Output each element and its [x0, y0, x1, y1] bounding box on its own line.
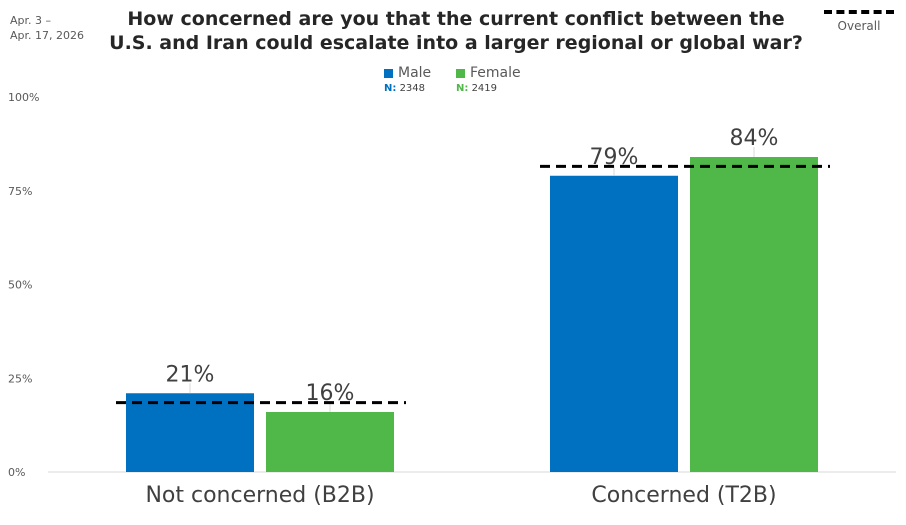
legend-n-value-female: 2419	[471, 83, 498, 94]
y-tick-label: 25%	[8, 372, 32, 385]
title-line-1: How concerned are you that the current c…	[127, 8, 785, 30]
legend-label-male: Male	[398, 65, 432, 81]
title-line-2: U.S. and Iran could escalate into a larg…	[109, 32, 803, 54]
data-label: 21%	[166, 362, 215, 387]
data-label: 84%	[730, 126, 779, 151]
legend-swatch-female	[456, 68, 465, 78]
bar-male-1	[550, 175, 678, 472]
chart-legend: Male N: 2348 Female N: 2419	[370, 65, 560, 99]
date-line-2: Apr. 17, 2026	[10, 29, 84, 42]
y-tick-label: 50%	[8, 279, 32, 292]
legend-n-label-female: N:	[456, 83, 469, 94]
legend-n-label-male: N:	[384, 83, 397, 94]
y-tick-label: 75%	[8, 185, 32, 198]
legend-n-female: N: 2419	[456, 83, 521, 94]
legend-n-male: N: 2348	[384, 83, 431, 94]
legend-item-female: Female N: 2419	[456, 65, 521, 94]
bar-male-0	[126, 393, 254, 472]
chart-title: How concerned are you that the current c…	[96, 7, 816, 55]
legend-n-value-male: 2348	[399, 83, 426, 94]
bar-female-1	[690, 157, 818, 472]
legend-label-female: Female	[470, 65, 521, 81]
date-line-1: Apr. 3 –	[10, 14, 52, 27]
legend-swatch-male	[384, 68, 393, 78]
overall-legend-label: Overall	[837, 19, 881, 33]
legend-item-male: Male N: 2348	[384, 65, 431, 94]
y-tick-label: 100%	[8, 91, 39, 104]
x-category-label: Not concerned (B2B)	[145, 483, 374, 508]
y-tick-label: 0%	[8, 466, 25, 479]
overall-dash-swatch	[824, 10, 894, 14]
overall-legend: Overall	[822, 10, 896, 33]
x-category-label: Concerned (T2B)	[591, 483, 776, 508]
date-range: Apr. 3 – Apr. 17, 2026	[10, 13, 84, 43]
bar-female-0	[266, 412, 394, 472]
